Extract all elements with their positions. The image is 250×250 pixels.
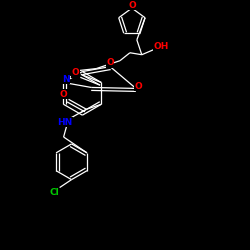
Text: O: O	[106, 58, 114, 67]
Text: OH: OH	[154, 42, 169, 51]
Text: HN: HN	[57, 118, 72, 127]
Text: O: O	[60, 90, 68, 99]
Text: Cl: Cl	[50, 188, 59, 197]
Text: O: O	[72, 68, 79, 77]
Text: O: O	[128, 1, 136, 10]
Text: N: N	[62, 75, 69, 84]
Text: O: O	[134, 82, 142, 91]
